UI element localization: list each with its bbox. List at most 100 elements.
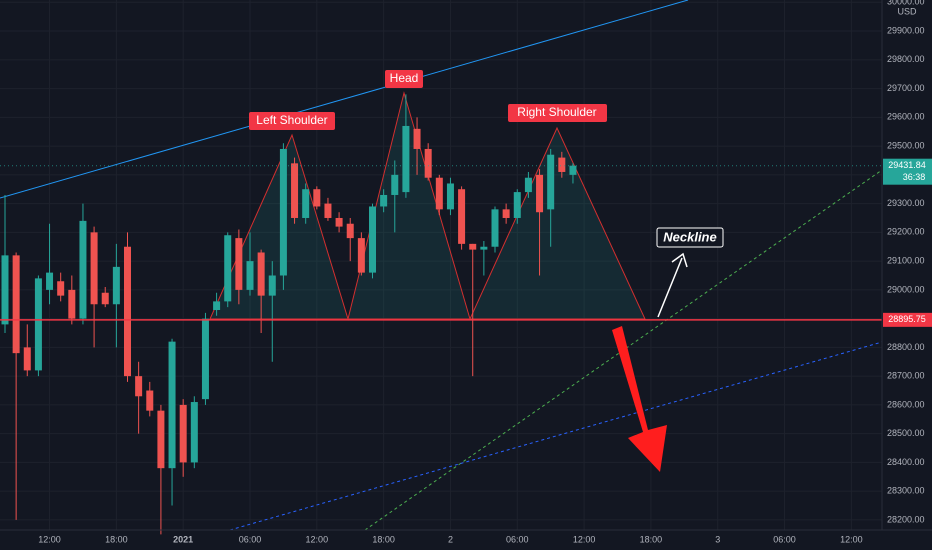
y-tick-label: 28800.00: [887, 342, 925, 352]
y-tick-label: 29300.00: [887, 198, 925, 208]
candle-body: [1, 255, 9, 325]
candle-body: [413, 128, 421, 149]
currency: USD: [897, 6, 917, 16]
candle-body: [491, 209, 499, 247]
arrow: [657, 257, 683, 318]
axes: 28200.00 28300.00 28400.00 28500.00 28600.00…: [38, 0, 932, 544]
grid: [0, 0, 882, 530]
label-box: [249, 112, 335, 130]
candle-body: [446, 183, 454, 210]
y-tick-label: 28400.00: [887, 457, 925, 467]
candle-body: [335, 217, 343, 227]
candle-body: [558, 157, 566, 172]
x-tick-label: 12:00: [573, 534, 596, 544]
candle-body: [112, 266, 120, 305]
candle-body: [101, 292, 109, 305]
candle-body: [458, 189, 466, 244]
y-tick-label: 29800.00: [887, 54, 925, 64]
candle-body: [12, 255, 20, 354]
candle-body: [34, 278, 42, 371]
x-tick-label: 06:00: [239, 534, 262, 544]
countdown: 36:38: [903, 172, 926, 182]
candle-body: [324, 203, 332, 218]
y-tick-label: 29100.00: [887, 255, 925, 265]
y-tick-label: 30000.00: [887, 0, 925, 7]
x-tick-label: 18:00: [105, 534, 128, 544]
candle-body: [369, 206, 376, 273]
candle-body: [435, 177, 443, 210]
candle-body: [302, 189, 310, 218]
trend-line: [229, 341, 883, 531]
candle-body: [268, 275, 276, 296]
candle-body: [391, 174, 399, 195]
candle-body: [524, 177, 532, 193]
candle-body: [146, 390, 154, 411]
candle-body: [124, 246, 131, 377]
y-tick-label: 28700.00: [887, 371, 925, 381]
candle-body: [502, 209, 510, 218]
candle-body: [313, 189, 321, 207]
y-tick-label: 28500.00: [887, 428, 925, 438]
candle-body: [513, 192, 521, 218]
candle-body: [235, 238, 243, 290]
candle-body: [480, 246, 488, 250]
trend-line: [0, 0, 689, 199]
x-tick-label: 18:00: [640, 534, 663, 544]
y-tick-label: 29700.00: [887, 83, 925, 93]
y-tick-label: 29600.00: [887, 112, 925, 122]
x-tick-label: 12:00: [306, 534, 329, 544]
candle-body: [569, 165, 577, 175]
annotation: Neckline: [663, 229, 716, 244]
x-tick-label: 2021: [173, 534, 193, 544]
candle-body: [424, 148, 432, 178]
candle-body: [90, 232, 98, 305]
candle-body: [157, 410, 165, 469]
candle-body: [57, 281, 65, 296]
price-axis: [882, 0, 932, 550]
x-tick-label: 12:00: [38, 534, 61, 544]
candle-body: [213, 301, 221, 311]
candles: [1, 94, 577, 535]
x-tick-label: 06:00: [506, 534, 529, 544]
candle-body: [135, 376, 143, 397]
x-tick-label: 2: [448, 534, 453, 544]
candle-body: [357, 238, 365, 273]
x-tick-label: 3: [715, 534, 720, 544]
candle-body: [224, 235, 232, 302]
candle-body: [79, 220, 87, 319]
candle-body: [469, 243, 477, 250]
price-tag: [883, 158, 932, 185]
y-tick-label: 28300.00: [887, 486, 925, 496]
arrow-head: [671, 252, 688, 268]
annotation: Right Shoulder: [517, 105, 596, 119]
candle-body: [346, 223, 354, 239]
red-arrow: [612, 326, 667, 472]
candle-body: [257, 252, 265, 296]
y-tick-label: 28200.00: [887, 514, 925, 524]
candle-body: [201, 318, 209, 400]
candle-body: [246, 261, 254, 290]
candle-body: [179, 404, 187, 463]
y-tick-label: 29500.00: [887, 140, 925, 150]
label-box: [385, 70, 423, 88]
price-tag-label: 28895.75: [888, 314, 926, 324]
candle-body: [68, 289, 76, 319]
x-tick-label: 18:00: [372, 534, 395, 544]
candle-body: [547, 154, 555, 210]
x-tick-label: 12:00: [840, 534, 863, 544]
annotation: Left Shoulder: [256, 113, 327, 127]
x-tick-label: 06:00: [773, 534, 796, 544]
y-tick-label: 29900.00: [887, 25, 925, 35]
y-tick-label: 29200.00: [887, 227, 925, 237]
candle-body: [190, 402, 198, 463]
annotation: Head: [390, 71, 419, 85]
candle-body: [291, 163, 299, 218]
candle-body: [536, 174, 544, 213]
overlay: Left Shoulder Head Right Shoulder Neckli…: [0, 70, 882, 472]
candle-body: [402, 125, 410, 193]
price-tag: [883, 312, 932, 327]
candle-body: [279, 148, 287, 276]
y-tick-label: 29000.00: [887, 284, 925, 294]
